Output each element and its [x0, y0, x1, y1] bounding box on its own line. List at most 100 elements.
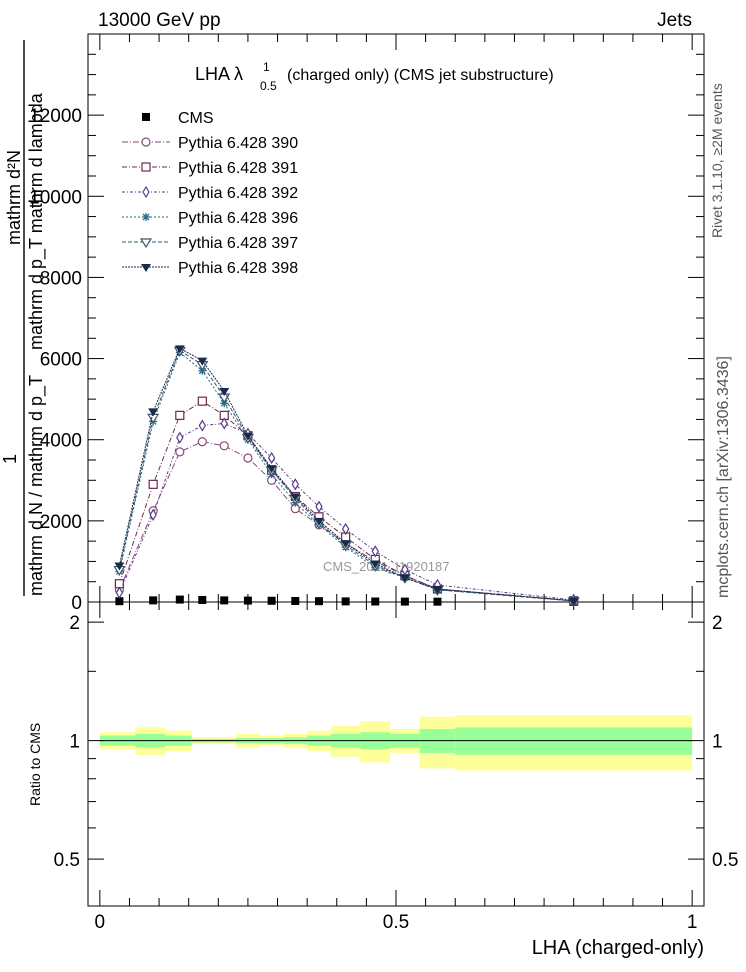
series-line: [118, 441, 574, 602]
legend-marker: [142, 213, 150, 221]
ratio-bands: [99, 715, 693, 771]
legend-marker: [141, 162, 151, 172]
legend-entry: Pythia 6.428 391: [122, 160, 298, 177]
ratio-stat-band: [455, 727, 693, 755]
data-point: [291, 478, 300, 491]
ylabel-one: 1: [0, 454, 20, 464]
series-pythia-6-428-398: [114, 345, 579, 606]
legend-label: Pythia 6.428 396: [178, 210, 298, 227]
data-point: [149, 508, 157, 521]
data-point: [371, 597, 380, 606]
title-suffix: (charged only) (CMS jet substructure): [287, 67, 554, 84]
data-point: [198, 419, 207, 432]
ylabel-mid: mathrm d p_T mathrm d lambda: [26, 92, 47, 350]
ratio-ytick-label-right: 2: [712, 613, 723, 634]
data-point: [114, 562, 125, 571]
x-axis-label: LHA (charged-only): [532, 937, 704, 959]
data-point: [341, 522, 350, 536]
ratio-axes: 0.5 0.5 1 1 2 2 0 0.5 1: [54, 602, 738, 933]
data-point: [314, 517, 324, 526]
data-point: [176, 431, 184, 444]
data-point: [399, 574, 410, 583]
data-point: [291, 596, 300, 605]
data-point: [175, 410, 185, 420]
series-pythia-6-428-390: [114, 437, 579, 606]
legend-marker: [142, 113, 150, 121]
series-pythia-6-428-392: [115, 417, 578, 607]
data-point: [290, 493, 301, 502]
legend-entry: Pythia 6.428 392: [122, 185, 298, 202]
ratio-ylabel: Ratio to CMS: [27, 723, 43, 806]
data-point: [340, 540, 351, 549]
title-prefix: LHA λ: [195, 64, 243, 84]
data-point: [197, 396, 207, 406]
category-label: Jets: [657, 10, 692, 31]
data-point: [148, 408, 159, 417]
data-point: [267, 451, 276, 465]
data-point: [242, 432, 253, 441]
data-point: [115, 597, 124, 606]
ratio-ytick-label-right: 1: [712, 732, 723, 753]
data-point: [267, 596, 276, 605]
data-point: [400, 597, 409, 606]
data-point: [220, 596, 229, 605]
ratio-ytick-label-left: 1: [69, 732, 80, 753]
legend-label: Pythia 6.428 398: [178, 260, 298, 277]
legend-marker: [141, 264, 151, 272]
legend-label: CMS: [178, 110, 214, 127]
legend-label: Pythia 6.428 390: [178, 135, 298, 152]
rivet-label: Rivet 3.1.10, ≥2M events: [709, 83, 725, 238]
main-ytick-label: 12000: [29, 106, 82, 127]
series-cms: [115, 595, 578, 606]
data-point: [568, 597, 579, 606]
plot-title: LHA λ 1 0.5 (charged only) (CMS jet subs…: [195, 60, 554, 93]
main-ytick-label: 0: [71, 593, 82, 614]
ylabel-bottom: mathrm d N / mathrm d p_T: [26, 375, 47, 596]
title-sup: 1: [263, 60, 270, 74]
data-point: [115, 586, 124, 599]
legend-entry: Pythia 6.428 390: [122, 135, 298, 152]
mcplots-label: mcplots.cern.ch [arXiv:1306.3436]: [715, 356, 732, 598]
ratio-ytick-label-left: 2: [69, 613, 80, 634]
data-point: [433, 597, 442, 606]
data-point: [220, 417, 228, 430]
data-point: [315, 597, 323, 606]
legend-entry: Pythia 6.428 397: [122, 235, 298, 252]
legend-marker: [141, 137, 151, 147]
x-tick-label: 0.5: [383, 912, 409, 933]
legend-label: Pythia 6.428 391: [178, 160, 298, 177]
data-point: [341, 597, 350, 606]
legend-marker: [139, 238, 153, 249]
legend-label: Pythia 6.428 392: [178, 185, 298, 202]
svg-text:LHA λ: LHA λ: [195, 64, 243, 84]
main-ytick-label: 10000: [29, 187, 82, 208]
main-ytick-label: 6000: [40, 350, 82, 371]
data-point: [219, 388, 230, 397]
data-point: [148, 479, 158, 489]
main-ylabel: mathrm d²N mathrm d p_T mathrm d lambda …: [0, 40, 47, 596]
legend-entry: Pythia 6.428 398: [122, 260, 298, 277]
main-series: [113, 345, 580, 608]
main-ytick-label: 8000: [40, 268, 82, 289]
legend-marker: [142, 185, 150, 199]
data-point: [198, 595, 207, 604]
data-point: [432, 586, 443, 595]
main-ytick-label: 4000: [40, 431, 82, 452]
legend-entry: CMS: [142, 110, 214, 127]
series-line: [118, 351, 574, 602]
data-point: [174, 345, 185, 354]
data-point: [197, 357, 208, 366]
data-point: [371, 545, 379, 558]
data-point: [175, 595, 184, 604]
legend: CMS Pythia 6.428 390 Pythia 6.428 391 Pythi…: [122, 110, 298, 277]
data-point: [266, 465, 277, 474]
data-point: [175, 447, 185, 457]
legend-label: Pythia 6.428 397: [178, 235, 298, 252]
data-point: [197, 437, 207, 447]
main-ytick-label: 2000: [40, 512, 82, 533]
main-axes: 0 2000 4000 6000 8000 10000 12000: [29, 34, 704, 614]
data-point: [315, 500, 323, 513]
title-sub: 0.5: [260, 79, 277, 93]
x-tick-label: 0: [95, 912, 106, 933]
